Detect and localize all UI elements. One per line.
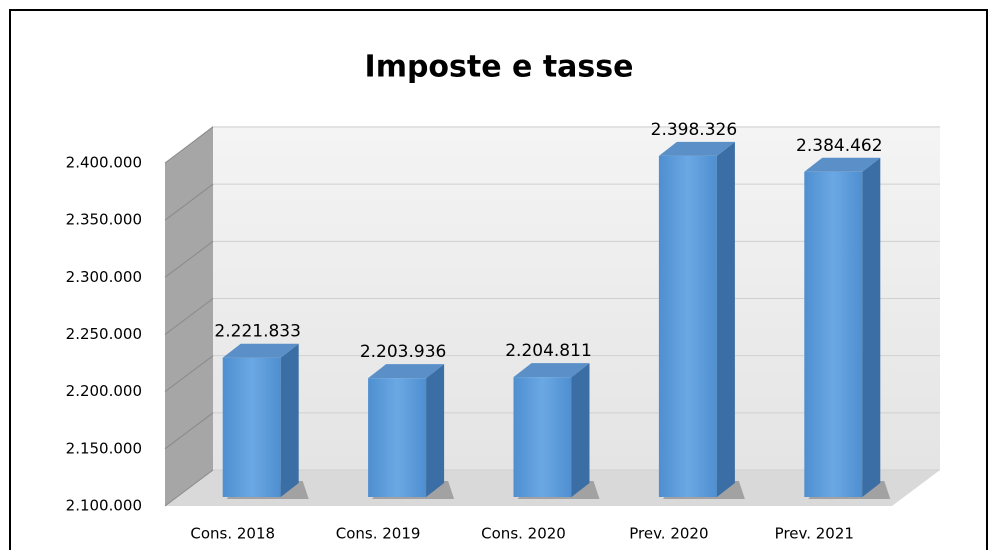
grid-line [164,126,214,164]
bar-side [862,157,881,497]
grid-line [164,183,214,221]
bar-side [280,343,299,497]
bar-side [426,364,445,497]
y-tick-label: 2.100.000 [66,497,142,515]
value-label: 2.204.811 [505,341,592,361]
bar [222,357,281,497]
bar [368,378,427,497]
value-label: 2.221.833 [214,322,301,342]
grid-line [164,298,214,335]
y-tick-label: 2.200.000 [66,382,142,400]
x-tick-label: Cons. 2019 [336,525,421,543]
chart-title: Imposte e tasse [365,50,634,85]
grid-line [164,355,214,393]
x-tick-label: Prev. 2021 [775,525,854,543]
bar [658,155,717,497]
bar-side [571,363,590,497]
bar-top [368,364,445,379]
grid-line [164,412,214,450]
bar-side [716,141,735,497]
y-tick-label: 2.350.000 [66,211,142,229]
y-tick-label: 2.250.000 [66,325,142,343]
value-label: 2.384.462 [796,136,883,156]
bar-top [513,363,590,378]
y-tick-label: 2.400.000 [66,154,142,172]
x-tick-label: Cons. 2020 [481,525,566,543]
bar-top [804,157,881,172]
x-tick-label: Cons. 2018 [190,525,275,543]
grid-line [164,240,214,278]
value-label: 2.203.936 [360,342,447,362]
bar [513,377,572,497]
bar [804,171,863,497]
bar-top [658,141,735,156]
bar-top [222,343,299,358]
y-tick-label: 2.300.000 [66,268,142,286]
grid-line [164,469,214,507]
value-label: 2.398.326 [651,120,738,140]
x-tick-label: Prev. 2020 [629,525,708,543]
y-tick-label: 2.150.000 [66,439,142,457]
